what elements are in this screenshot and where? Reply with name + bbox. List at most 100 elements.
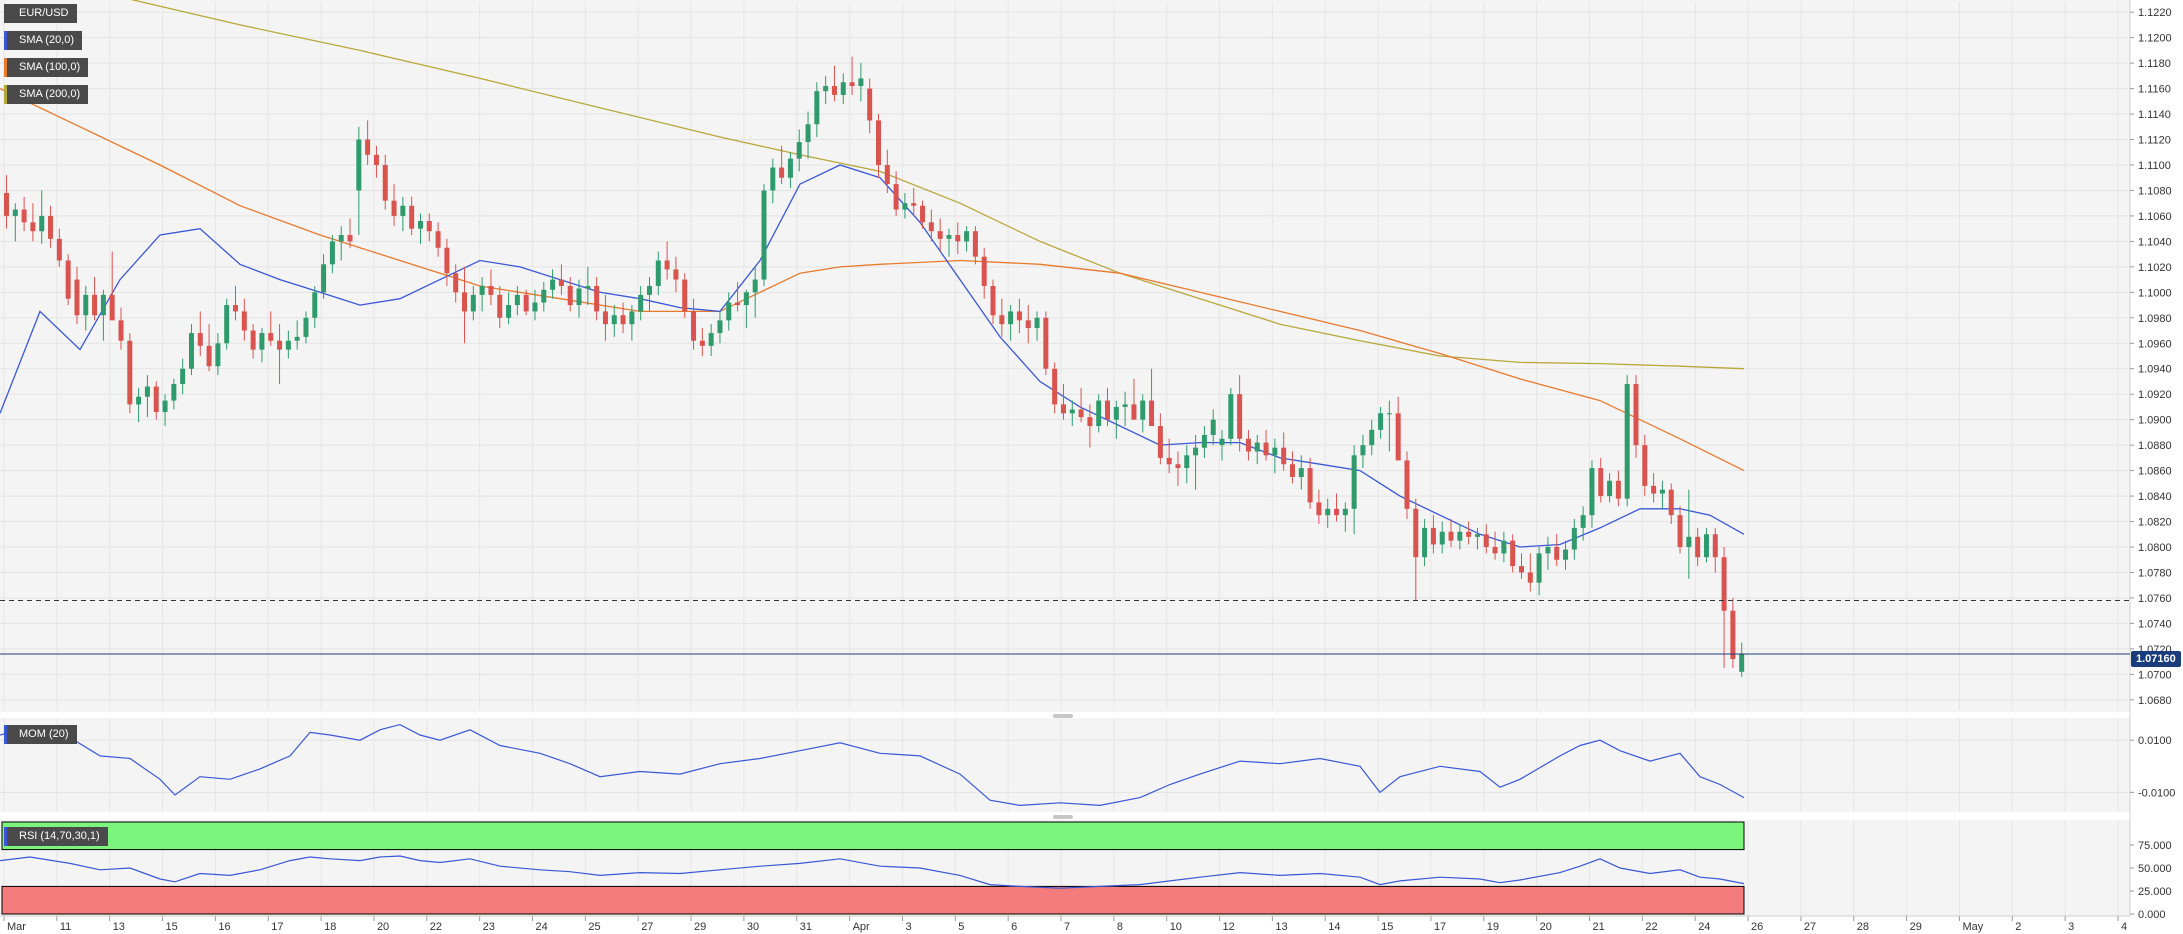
candle-body [787, 158, 793, 178]
legend-pair[interactable]: EUR/USD [4, 4, 77, 23]
momentum-line [0, 723, 1745, 807]
date-tick-label: 13 [113, 921, 125, 933]
candle-body [1140, 400, 1146, 420]
candle-body [1175, 464, 1181, 469]
candle-body [1016, 311, 1022, 321]
candle-body [1404, 460, 1410, 509]
date-tick-label: 6 [1011, 921, 1017, 933]
candle-body [1369, 429, 1375, 446]
candle-body [118, 320, 124, 341]
price-tick-label: 1.0920 [2138, 389, 2172, 401]
candle-body [761, 190, 767, 280]
mom-tick-label: 0.0100 [2138, 735, 2172, 747]
date-tick-label: 24 [1698, 921, 1710, 933]
candle-body [558, 279, 564, 286]
candle-body [1474, 534, 1480, 537]
candle-body [417, 221, 423, 229]
candle-body [4, 193, 9, 216]
date-tick-label: 19 [1487, 921, 1499, 933]
date-tick-label: 25 [588, 921, 600, 933]
candle-body [611, 315, 617, 325]
candle-body [779, 167, 785, 178]
candle-body [523, 294, 529, 312]
rsi-tick-label: 75.000 [2138, 840, 2172, 852]
candle-body [1298, 468, 1304, 477]
reference-lines [0, 599, 2130, 655]
candle-body [497, 294, 503, 318]
candle-body [162, 400, 168, 413]
candle-body [726, 302, 732, 321]
legend-sma100[interactable]: SMA (100,0) [4, 58, 89, 77]
candle-body [1554, 547, 1560, 560]
candle-body [752, 279, 758, 293]
candle-body [1695, 536, 1701, 558]
date-tick-label: 3 [2068, 921, 2074, 933]
date-tick-label: 12 [1223, 921, 1235, 933]
price-tick-label: 1.0700 [2138, 669, 2172, 681]
candle-body [462, 292, 468, 312]
candle-body [840, 82, 846, 95]
legend-mom[interactable]: MOM (20) [4, 725, 77, 744]
rsi-bands [1, 821, 1745, 915]
candle-body [1342, 508, 1348, 516]
candle-body [884, 164, 890, 185]
candle-body [470, 294, 476, 312]
candle-body [981, 256, 987, 286]
candle-body [250, 330, 256, 350]
pane-resize-handle-2[interactable] [1053, 815, 1073, 819]
legend-sma200[interactable]: SMA (200,0) [4, 85, 89, 104]
price-tick-label: 1.0840 [2138, 491, 2172, 503]
candle-body [972, 231, 978, 257]
candle-body [506, 305, 512, 318]
candle-body [1730, 610, 1736, 660]
candle-body [911, 203, 917, 206]
date-tick-label: 17 [271, 921, 283, 933]
candle-body [990, 285, 996, 316]
candle-body [1395, 413, 1401, 461]
candle-body [12, 209, 18, 216]
candle-body [1157, 426, 1163, 458]
legend-rsi[interactable]: RSI (14,70,30,1) [4, 827, 108, 846]
candle-body [1527, 572, 1533, 583]
rsi-overbought-band [1, 821, 1745, 851]
rsi-tick-label: 50.000 [2138, 863, 2172, 875]
candle-body [655, 260, 661, 286]
date-tick-label: 22 [1645, 921, 1657, 933]
candle-body [233, 305, 239, 312]
candle-body [1034, 317, 1040, 328]
date-tick-label: 21 [1593, 921, 1605, 933]
price-tick-label: 1.0900 [2138, 415, 2172, 427]
mom-tick-label: -0.0100 [2138, 787, 2175, 799]
candle-body [532, 302, 538, 312]
candle-body [83, 294, 89, 316]
candle-body [1615, 480, 1621, 499]
candle-body [920, 205, 926, 223]
candle-body [1571, 527, 1577, 550]
legend-sma20[interactable]: SMA (20,0) [4, 31, 83, 50]
candle-body [294, 336, 300, 341]
date-tick-label: 30 [747, 921, 759, 933]
candle-body [1413, 508, 1419, 558]
candle-body [946, 235, 952, 239]
candle-body [673, 269, 679, 280]
date-tick-label: Apr [853, 921, 870, 933]
candle-body [893, 184, 899, 210]
candle-body [1210, 419, 1216, 435]
candle-body [796, 142, 802, 159]
candle-body [1096, 400, 1102, 427]
pane-resize-handle-1[interactable] [1053, 714, 1073, 718]
candle-body [65, 260, 71, 299]
candle-body [902, 203, 908, 210]
candle-body [1703, 534, 1709, 558]
candle-body [576, 288, 582, 306]
candle-body [1659, 489, 1665, 494]
candle-body [1113, 406, 1119, 420]
price-tick-label: 1.1020 [2138, 262, 2172, 274]
date-tick-label: 17 [1434, 921, 1446, 933]
momentum-pane [0, 718, 2130, 812]
candle-body [1466, 531, 1472, 537]
candle-body [21, 209, 27, 223]
date-tick-label: 4 [2121, 921, 2127, 933]
date-tick-label: 27 [1804, 921, 1816, 933]
